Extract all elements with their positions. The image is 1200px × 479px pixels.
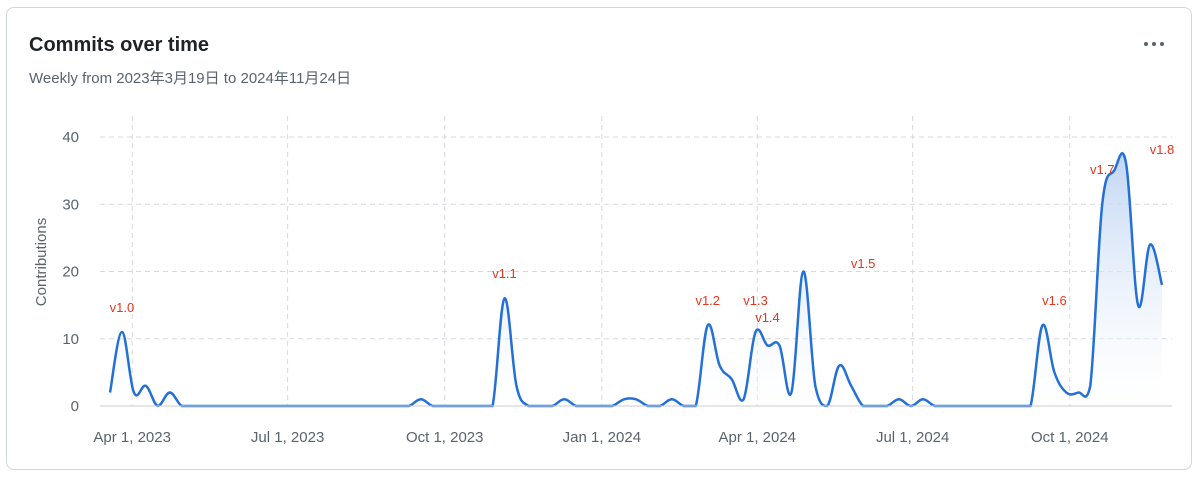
y-tick-label: 40 [62, 129, 79, 146]
commits-area-fill [110, 153, 1162, 406]
release-label: v1.5 [851, 256, 876, 271]
release-label: v1.7 [1090, 162, 1115, 177]
release-label: v1.0 [110, 300, 135, 315]
x-tick-label: Oct 1, 2024 [1031, 429, 1109, 446]
x-tick-label: Apr 1, 2023 [93, 429, 171, 446]
y-tick-label: 10 [62, 331, 79, 348]
chart-subtitle: Weekly from 2023年3月19日 to 2024年11月24日 [29, 70, 352, 87]
chart-card: Commits over time Weekly from 2023年3月19日… [6, 7, 1192, 470]
release-label: v1.4 [755, 310, 780, 325]
release-label: v1.8 [1150, 142, 1175, 157]
x-tick-label: Oct 1, 2023 [406, 429, 484, 446]
kebab-horizontal-icon[interactable] [1137, 30, 1171, 58]
release-label: v1.2 [695, 293, 720, 308]
release-label: v1.3 [743, 293, 768, 308]
y-axis-label: Contributions [33, 218, 50, 306]
x-tick-label: Jul 1, 2024 [876, 429, 949, 446]
y-tick-label: 20 [62, 264, 79, 281]
release-label: v1.1 [492, 266, 517, 281]
x-tick-label: Jul 1, 2023 [251, 429, 324, 446]
y-tick-label: 0 [71, 398, 79, 415]
y-tick-label: 30 [62, 196, 79, 213]
x-tick-label: Apr 1, 2024 [718, 429, 796, 446]
x-tick-label: Jan 1, 2024 [563, 429, 641, 446]
release-label: v1.6 [1042, 293, 1067, 308]
commits-line [108, 152, 1164, 408]
chart-title: Commits over time [29, 34, 210, 56]
